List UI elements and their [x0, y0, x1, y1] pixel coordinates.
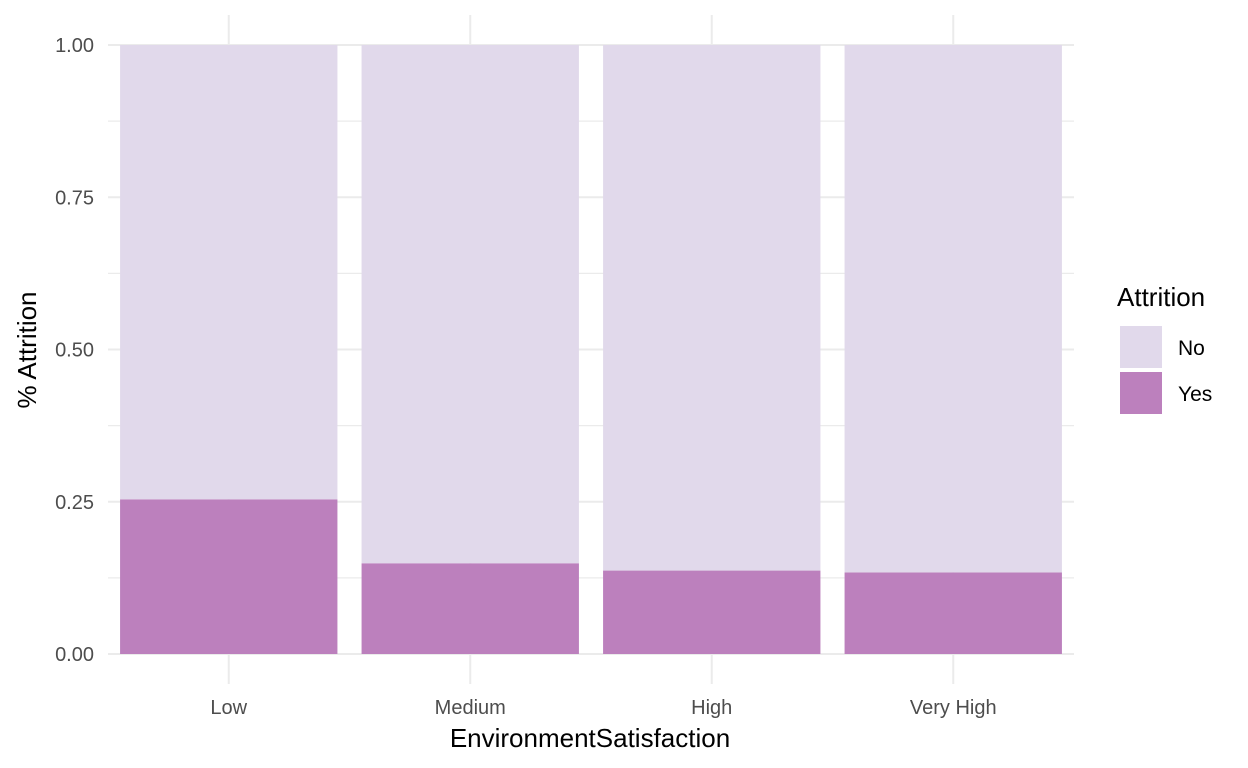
- legend-key-yes: [1120, 372, 1162, 414]
- bar-no-very-high: [844, 45, 1062, 573]
- bars: [120, 45, 1062, 654]
- x-tick-label: Medium: [435, 697, 506, 719]
- legend-label-no: No: [1178, 337, 1205, 360]
- x-tick-label: High: [691, 697, 732, 719]
- x-tick-label: Very High: [910, 697, 997, 719]
- y-tick-label: 1.00: [55, 35, 94, 57]
- y-tick-label: 0.00: [55, 644, 94, 666]
- y-tick-label: 0.50: [55, 340, 94, 362]
- bar-no-low: [120, 45, 338, 500]
- y-axis-title: % Attrition: [12, 291, 42, 408]
- legend: Attrition No Yes: [1117, 282, 1212, 414]
- legend-label-yes: Yes: [1178, 383, 1212, 406]
- y-tick-label: 0.25: [55, 492, 94, 514]
- x-axis-title: EnvironmentSatisfaction: [450, 723, 730, 753]
- bar-yes-medium: [361, 563, 579, 654]
- y-tick-label: 0.75: [55, 187, 94, 209]
- legend-title: Attrition: [1117, 282, 1205, 312]
- bar-no-medium: [361, 45, 579, 564]
- y-axis-tick-labels: 0.00 0.25 0.50 0.75 1.00: [55, 35, 94, 666]
- x-axis-tick-labels: Low Medium High Very High: [210, 697, 996, 719]
- bar-no-high: [603, 45, 821, 571]
- legend-key-no: [1120, 326, 1162, 368]
- x-tick-label: Low: [210, 697, 247, 719]
- bar-yes-low: [120, 499, 338, 654]
- bar-yes-high: [603, 570, 821, 654]
- bar-yes-very-high: [844, 572, 1062, 654]
